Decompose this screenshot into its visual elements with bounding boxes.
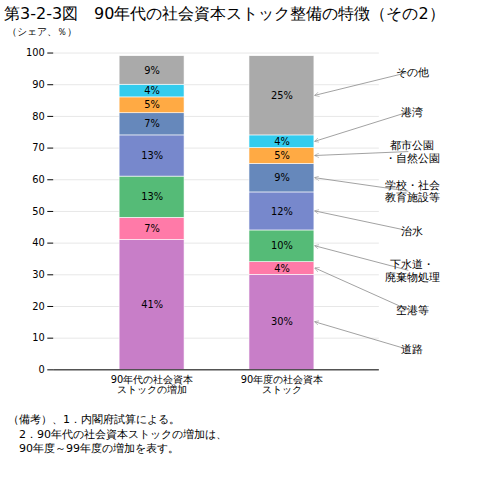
svg-text:20: 20	[32, 301, 45, 312]
svg-text:30: 30	[32, 269, 45, 280]
svg-text:70: 70	[32, 142, 45, 153]
svg-text:その他: その他	[396, 66, 429, 79]
svg-text:41%: 41%	[141, 299, 163, 310]
svg-text:90年度の社会資本ストック: 90年度の社会資本ストック	[241, 374, 324, 395]
html-text:第3-2-3図 90年代の社会資本ストック整備の特徴（その2: 第3-2-3図 90年代の社会資本ストック整備の特徴（その2）	[4, 4, 445, 23]
html-text:90年度～99年度の増加を表す。: 90年度～99年度の増加を表す。	[8, 442, 179, 456]
html-text:（備考）、1．内閣府試算による。: （備考）、1．内閣府試算による。	[8, 412, 180, 426]
svg-text:（シェア、％）: （シェア、％）	[7, 26, 77, 37]
svg-text:30%: 30%	[271, 316, 293, 327]
svg-text:治水: 治水	[401, 225, 423, 238]
svg-text:7%: 7%	[144, 118, 160, 129]
svg-text:0: 0	[39, 364, 45, 375]
svg-text:空港等: 空港等	[396, 304, 429, 317]
svg-text:100: 100	[26, 47, 45, 58]
svg-text:道路: 道路	[401, 343, 423, 356]
svg-text:80: 80	[32, 111, 45, 122]
svg-text:12%: 12%	[271, 206, 293, 217]
svg-text:10: 10	[32, 332, 45, 343]
svg-text:4%: 4%	[274, 136, 290, 147]
svg-text:7%: 7%	[144, 223, 160, 234]
svg-text:学校・社会教育施設等: 学校・社会教育施設等	[385, 179, 440, 205]
svg-text:5%: 5%	[274, 150, 290, 161]
svg-text:90年代の社会資本ストックの増加: 90年代の社会資本ストックの増加	[111, 374, 194, 395]
svg-text:下水道・廃棄物処理: 下水道・廃棄物処理	[385, 258, 440, 284]
svg-text:都市公園・自然公園: 都市公園・自然公園	[385, 139, 440, 165]
svg-text:10%: 10%	[271, 240, 293, 251]
svg-text:60: 60	[32, 174, 45, 185]
html-text:2．90年代の社会資本ストックの増加は、: 2．90年代の社会資本ストックの増加は、	[8, 427, 227, 441]
svg-text:13%: 13%	[141, 150, 163, 161]
svg-text:50: 50	[32, 206, 45, 217]
svg-text:13%: 13%	[141, 191, 163, 202]
svg-text:9%: 9%	[144, 65, 160, 76]
svg-text:90: 90	[32, 79, 45, 90]
svg-text:5%: 5%	[144, 99, 160, 110]
svg-text:4%: 4%	[144, 85, 160, 96]
svg-text:港湾: 港湾	[401, 106, 423, 119]
svg-text:4%: 4%	[274, 263, 290, 274]
svg-text:40: 40	[32, 237, 45, 248]
svg-text:25%: 25%	[271, 90, 293, 101]
svg-text:9%: 9%	[274, 172, 290, 183]
